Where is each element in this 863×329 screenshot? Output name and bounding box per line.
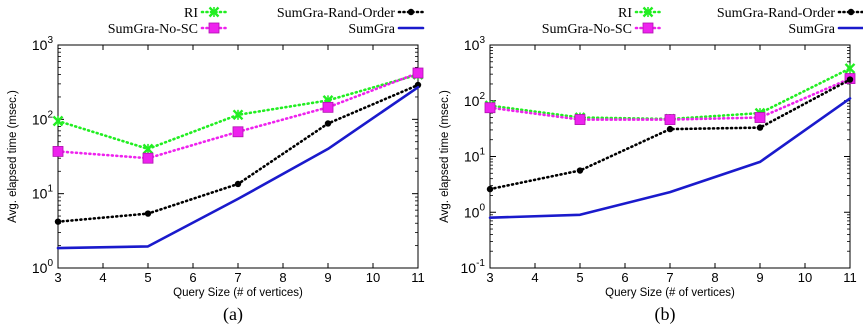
- data-point: [322, 101, 334, 113]
- x-tick-label: 4: [531, 270, 538, 285]
- x-tick-label: 9: [756, 270, 763, 285]
- data-point: [754, 112, 766, 123]
- legend-label: SumGra: [348, 22, 395, 37]
- x-tick-label: 4: [99, 270, 106, 285]
- data-point: [232, 126, 244, 138]
- x-tick-label: 6: [621, 270, 628, 285]
- legend-sample-marker: [847, 8, 855, 16]
- legend-sample-marker: [208, 6, 220, 18]
- series-ri: [52, 69, 424, 155]
- y-tick-label: 103: [32, 35, 54, 53]
- series-sumgra-rand-order: [486, 76, 854, 193]
- series-sumgra-no-sc: [484, 73, 856, 125]
- data-point: [414, 81, 422, 89]
- data-point: [574, 114, 586, 125]
- data-point: [232, 109, 244, 121]
- series-line: [56, 86, 420, 250]
- legend-label: SumGra-No-SC: [542, 22, 632, 37]
- x-tick-label: 9: [324, 270, 331, 285]
- x-tick-label: 6: [189, 270, 196, 285]
- x-tick-label: 11: [843, 270, 857, 285]
- data-point: [52, 115, 64, 127]
- x-tick-label: 7: [234, 270, 241, 285]
- legend-sample-marker: [407, 8, 415, 16]
- data-point: [664, 114, 676, 125]
- data-point: [486, 185, 494, 193]
- data-point: [52, 146, 64, 157]
- y-tick-label: 10-1: [461, 258, 486, 276]
- y-tick-label: 101: [464, 147, 486, 165]
- data-point: [756, 124, 764, 131]
- legend-label: SumGra-Rand-Order: [717, 6, 836, 21]
- y-tick-label: 102: [32, 109, 54, 127]
- x-axis-label: Query Size (# of vertices): [173, 287, 303, 299]
- x-tick-label: 3: [486, 270, 493, 285]
- x-tick-label: 11: [411, 270, 425, 285]
- x-tick-label: 8: [711, 270, 718, 285]
- data-point: [142, 152, 154, 164]
- legend-sample-marker: [642, 6, 654, 18]
- x-tick-label: 8: [279, 270, 286, 285]
- series-sumgra-rand-order: [54, 81, 422, 225]
- data-point: [844, 63, 856, 74]
- data-point: [666, 125, 674, 133]
- series-line: [488, 97, 852, 219]
- data-point: [144, 210, 152, 217]
- x-tick-label: 10: [366, 270, 380, 285]
- y-tick-label: 102: [464, 91, 486, 109]
- y-tick-label: 100: [32, 258, 54, 276]
- data-point: [324, 120, 332, 127]
- plot-frame: [489, 44, 851, 269]
- y-axis-label: Avg. elapsed time (msec.): [439, 90, 451, 223]
- x-tick-label: 7: [666, 270, 673, 285]
- data-point: [54, 218, 62, 225]
- chart-panel-1: 3 4 5 6 7 8 9 10 11 100 101 102 103 Query Size (# of …: [7, 6, 425, 325]
- series-line: [488, 67, 852, 121]
- series-sumgra-no-sc: [52, 67, 424, 164]
- panel-label: (a): [223, 304, 243, 325]
- legend-label: RI: [618, 6, 632, 21]
- data-point: [412, 67, 424, 79]
- legend-label: SumGra: [788, 22, 835, 37]
- series-sumgra: [488, 97, 852, 219]
- panel-label: (b): [655, 304, 676, 325]
- y-axis-label: Avg. elapsed time (msec.): [7, 90, 19, 223]
- legend-sample-marker: [642, 22, 654, 34]
- legend-label: RI: [184, 6, 198, 21]
- x-tick-label: 5: [144, 270, 151, 285]
- x-tick-label: 10: [798, 270, 812, 285]
- x-axis-label: Query Size (# of vertices): [605, 287, 735, 299]
- chart-panel-2: 3 4 5 6 7 8 9 10 11 10-1 100 101 102 103 Query Size (#…: [439, 6, 863, 325]
- y-tick-label: 100: [464, 202, 486, 220]
- data-point: [576, 167, 584, 174]
- data-point: [846, 76, 854, 83]
- y-tick-label: 101: [32, 184, 54, 202]
- series-sumgra: [56, 86, 420, 250]
- y-tick-label: 103: [464, 35, 486, 53]
- x-tick-label: 3: [54, 270, 61, 285]
- data-point: [142, 143, 154, 155]
- data-point: [484, 102, 496, 114]
- legend-sample-marker: [208, 22, 220, 34]
- legend-label: SumGra-Rand-Order: [277, 6, 396, 21]
- legend-label: SumGra-No-SC: [108, 22, 198, 37]
- data-point: [234, 180, 242, 188]
- series-line: [56, 83, 420, 223]
- x-tick-label: 5: [576, 270, 583, 285]
